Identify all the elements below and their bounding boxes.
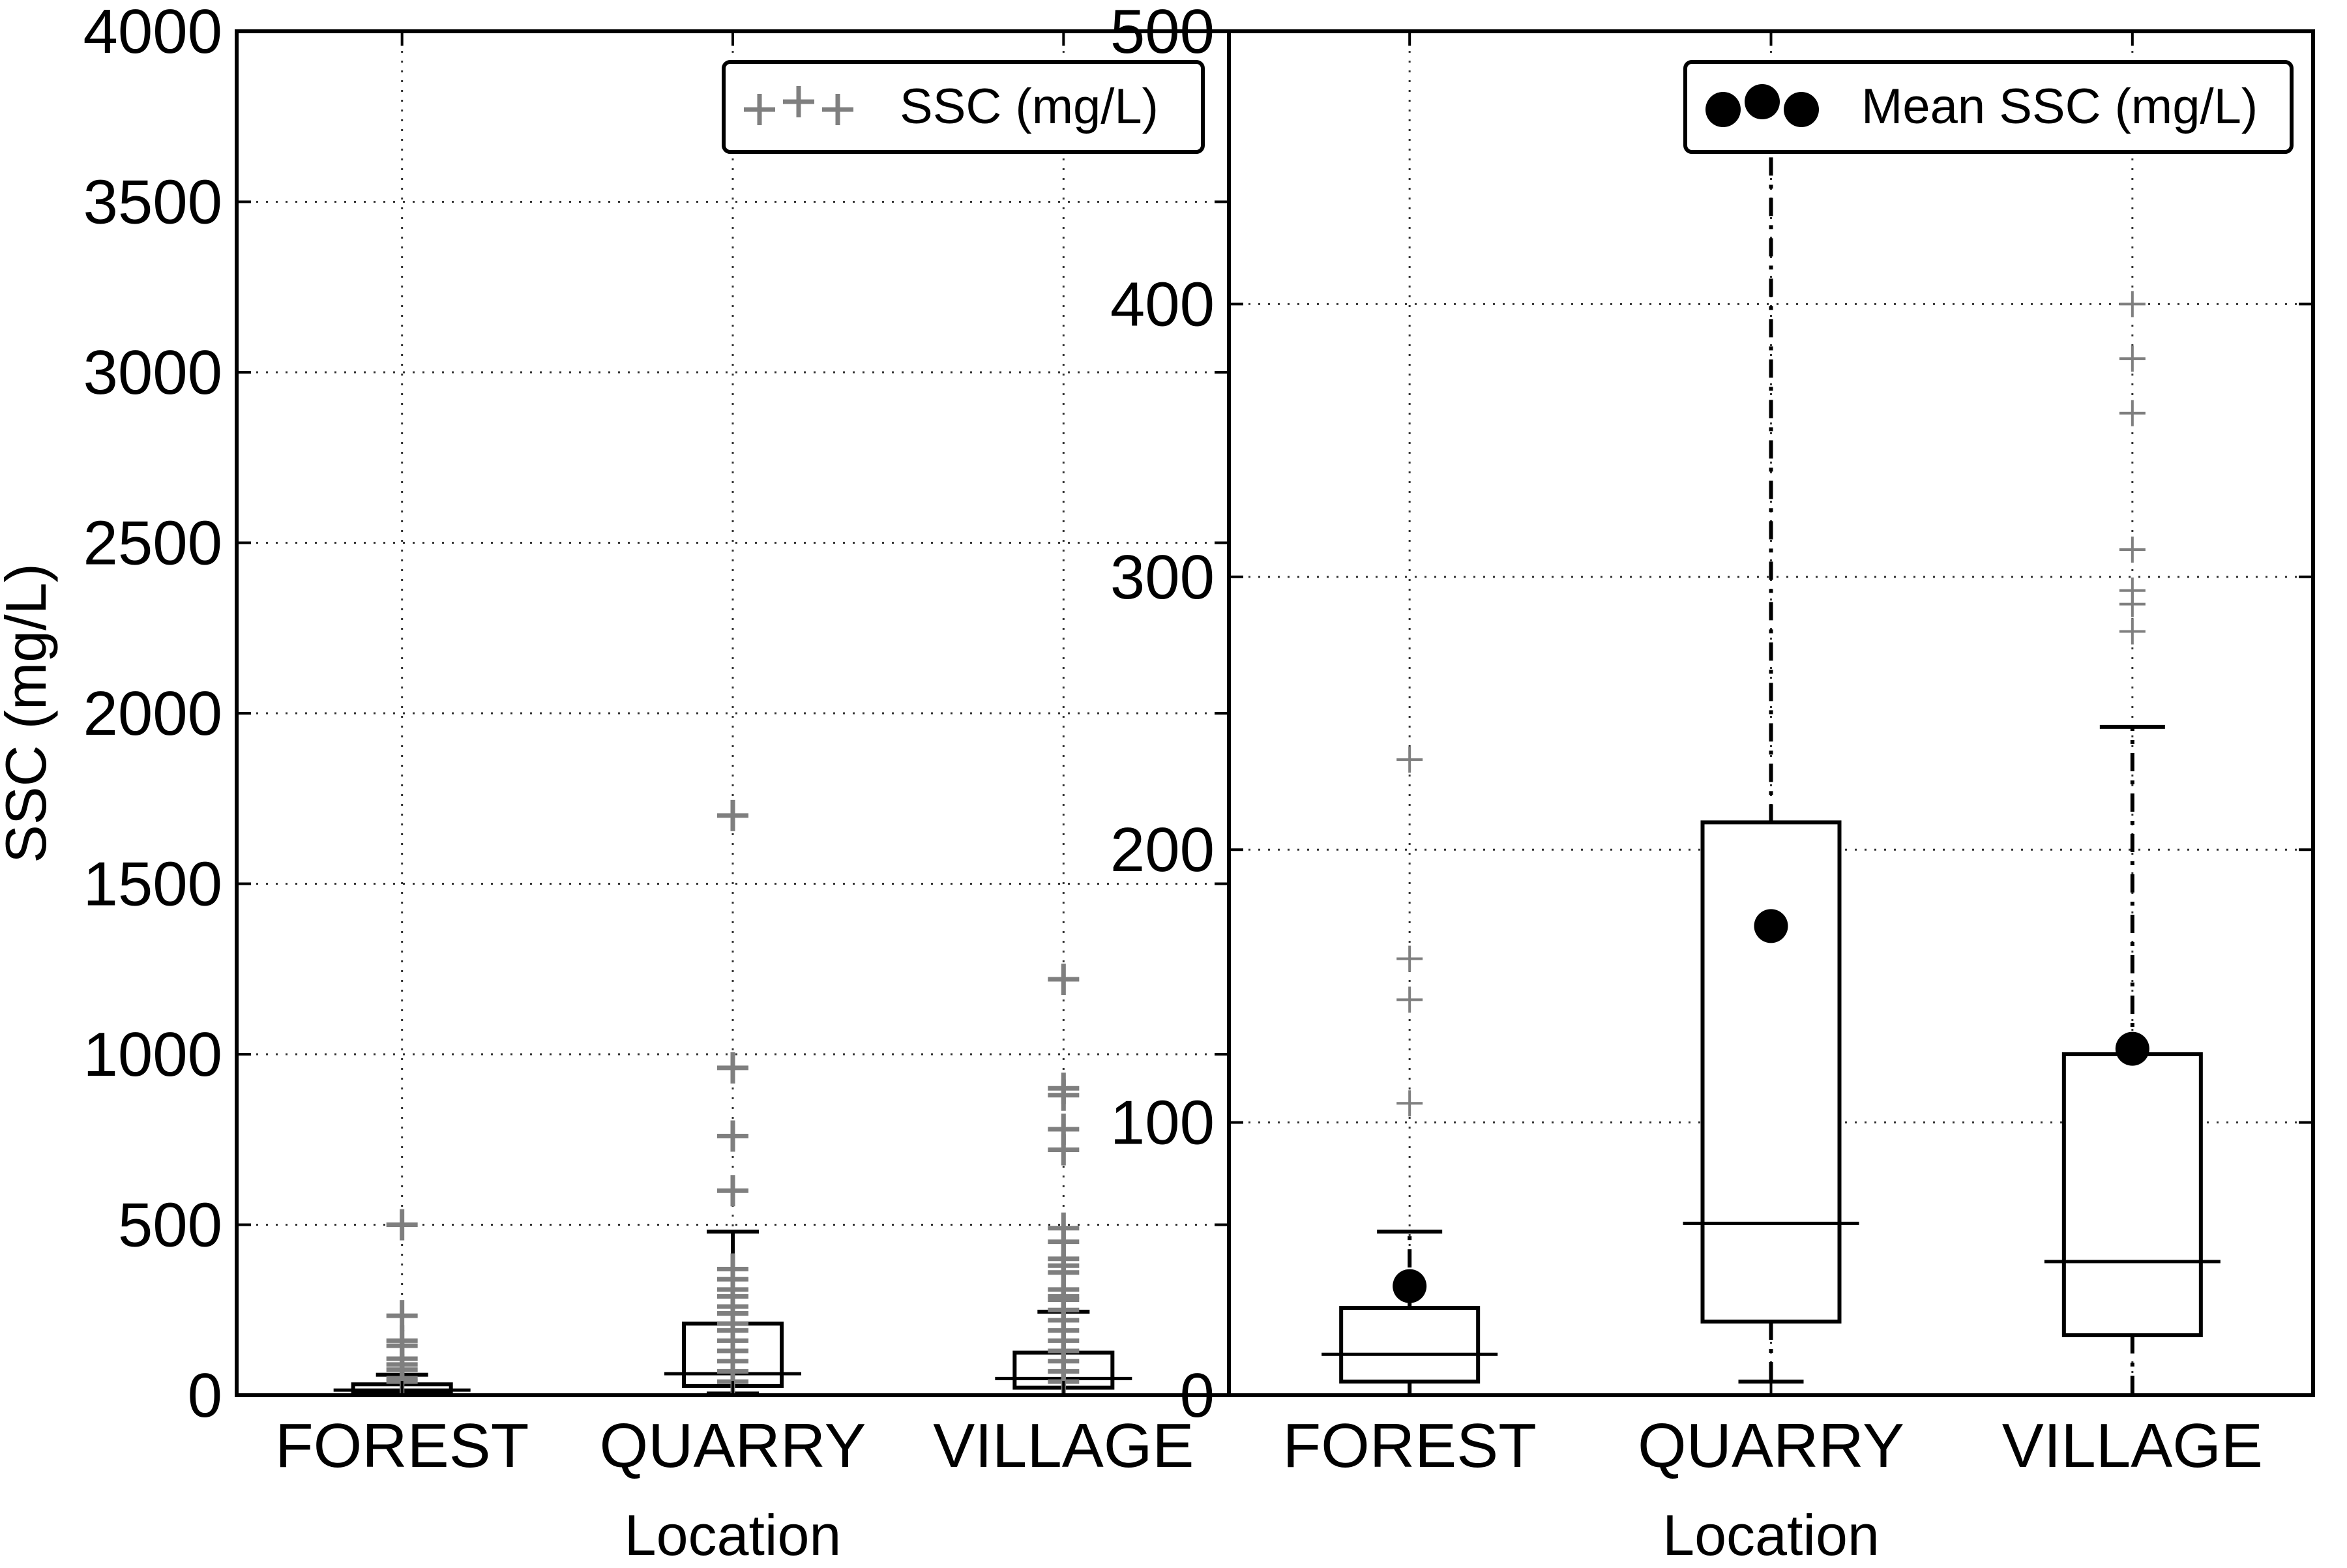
right-village-outlier [2119, 536, 2146, 563]
right-village-outlier [2119, 577, 2146, 604]
right-box-layer [1321, 83, 2221, 1395]
left-quarry-outlier [717, 1120, 748, 1152]
left-legend-label: SSC (mg/L) [900, 79, 1159, 134]
right-legend-marker [1705, 84, 1819, 127]
right-ticks: 0 100 200 300 400 500 FOREST QUARRY VILLAGE [1110, 0, 2313, 1481]
left-y-axis-label: SSC (mg/L) [0, 563, 58, 863]
right-quarry-box [1700, 820, 1842, 1324]
right-forest-mean-marker [1393, 1269, 1427, 1303]
left-y-tick-label: 0 [188, 1361, 222, 1430]
left-y-tick-label: 2000 [83, 679, 222, 748]
right-x-axis-label: Location [1662, 1503, 1880, 1565]
left-forest-outlier [386, 1300, 418, 1332]
right-village-box [2061, 1052, 2203, 1337]
left-village-outlier [1048, 1079, 1080, 1111]
right-y-tick-label: 400 [1110, 269, 1215, 339]
right-legend-dot [1705, 92, 1741, 127]
right-legend-label: Mean SSC (mg/L) [1861, 79, 2258, 134]
right-quarry-mean-marker [1754, 909, 1788, 943]
right-legend: Mean SSC (mg/L) [1683, 60, 2294, 154]
left-village-box-group [995, 963, 1132, 1395]
left-forest-box-group [333, 1209, 471, 1395]
right-forest-box [1339, 1306, 1481, 1384]
left-x-axis-label: Location [625, 1503, 842, 1565]
right-quarry-box-group [1683, 83, 1859, 1384]
right-boxes [1321, 83, 2221, 1395]
right-x-tick-label: FOREST [1282, 1411, 1536, 1481]
right-y-tick-label: 200 [1110, 815, 1215, 885]
left-quarry-outlier [717, 1175, 748, 1207]
right-village-outlier [2119, 291, 2146, 318]
left-x-tick-label: FOREST [275, 1411, 529, 1481]
right-village-outlier [2119, 400, 2146, 426]
right-y-tick-label: 0 [1180, 1361, 1215, 1430]
left-y-tick-label: 3000 [83, 338, 222, 407]
left-legend: SSC (mg/L) [722, 60, 1205, 154]
right-y-tick-label: 500 [1110, 0, 1215, 67]
left-legend-box [722, 60, 1205, 154]
right-forest-outlier [1396, 747, 1423, 773]
right-y-tick-label: 300 [1110, 542, 1215, 612]
right-forest-outlier [1396, 945, 1423, 972]
right-x-tick-label: VILLAGE [2002, 1411, 2263, 1481]
right-village-outlier [2119, 346, 2146, 372]
left-village-outlier [1048, 963, 1080, 995]
right-y-tick-label: 100 [1110, 1088, 1215, 1158]
right-village-outlier [2119, 618, 2146, 645]
left-y-tick-label: 4000 [83, 0, 222, 67]
left-quarry-outlier [717, 1052, 748, 1084]
right-forest-box-group [1321, 747, 1498, 1395]
left-village-outlier [1048, 1134, 1080, 1166]
left-y-tick-label: 500 [118, 1191, 222, 1260]
right-village-mean-marker [2115, 1031, 2149, 1066]
right-panel: 0 100 200 300 400 500 FOREST QUARRY VILLAGE Loca… [1110, 0, 2315, 1567]
right-village-box-group [2044, 291, 2221, 1395]
left-forest-outlier [386, 1209, 418, 1241]
right-legend-box [1683, 60, 2294, 154]
right-legend-dot [1745, 84, 1780, 119]
right-x-tick-label: QUARRY [1638, 1411, 1904, 1481]
left-x-tick-label: VILLAGE [933, 1411, 1194, 1481]
left-legend-marker [744, 86, 853, 125]
left-y-tick-label: 1500 [83, 850, 222, 919]
left-y-tick-label: 3500 [83, 168, 222, 237]
left-y-tick-label: 2500 [83, 509, 222, 578]
right-forest-outlier [1396, 1090, 1423, 1117]
right-legend-dot [1784, 92, 1819, 127]
left-quarry-outlier [717, 799, 748, 831]
left-y-tick-label: 1000 [83, 1020, 222, 1089]
right-forest-outlier [1396, 986, 1423, 1013]
left-x-tick-label: QUARRY [600, 1411, 866, 1481]
